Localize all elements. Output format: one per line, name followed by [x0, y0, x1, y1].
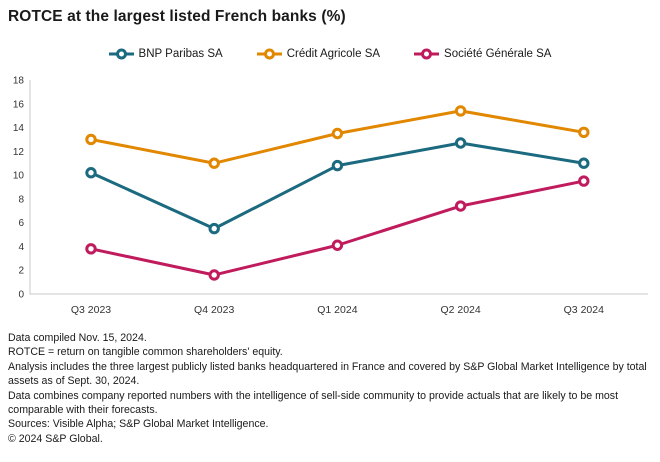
data-point-marker [85, 167, 97, 179]
data-point-marker [331, 127, 344, 140]
footnote-line: Sources: Visible Alpha; S&P Global Marke… [8, 418, 269, 431]
legend-label: Société Générale SA [444, 48, 552, 60]
data-point-marker [208, 222, 220, 235]
legend-marker-icon [256, 48, 282, 60]
data-point-marker [454, 137, 467, 149]
footnote-line: Analysis includes the three largest publ… [8, 360, 647, 388]
y-tick-label: 18 [13, 76, 25, 87]
x-tick-label: Q1 2024 [317, 304, 357, 316]
y-tick-label: 16 [13, 99, 25, 110]
data-point-marker [331, 159, 344, 172]
data-point-marker [331, 239, 344, 251]
footnote-line: Data combines company reported numbers w… [8, 389, 619, 417]
data-point-marker [454, 200, 467, 212]
legend-item: Crédit Agricole SA [256, 48, 381, 60]
x-tick-label: Q4 2023 [194, 304, 234, 316]
legend-item: Société Générale SA [414, 48, 551, 60]
axis-lines [29, 80, 648, 295]
y-tick-label: 10 [13, 171, 25, 182]
footnotes: Data compiled Nov. 15, 2024. ROTCE = retu… [8, 331, 654, 446]
data-point-marker [85, 243, 97, 255]
y-tick-label: 0 [18, 290, 24, 301]
series-line [89, 179, 586, 277]
x-tick-label: Q3 2023 [71, 304, 111, 316]
legend-marker-icon [108, 48, 134, 60]
y-tick-label: 12 [13, 147, 25, 158]
data-point-marker [578, 175, 590, 187]
series-line [89, 141, 586, 231]
legend-label: Crédit Agricole SA [286, 48, 381, 60]
footnote-line: ROTCE = return on tangible common shareh… [8, 346, 283, 359]
chart-area: 0 2 4 6 8 10 12 14 16 18 Q3 2023 Q4 2023 Q1 2024 Q2 2… [0, 70, 660, 325]
y-tick-label: 8 [18, 194, 24, 205]
data-point-marker [454, 105, 467, 117]
legend-label: BNP Paribas SA [138, 48, 223, 60]
y-tick-label: 4 [18, 242, 24, 253]
x-tick-label: Q2 2024 [440, 304, 480, 316]
x-tick-label: Q3 2024 [564, 304, 604, 316]
data-point-marker [578, 126, 590, 139]
data-point-marker [208, 269, 220, 281]
data-point-marker [208, 157, 220, 169]
y-tick-label: 6 [18, 218, 24, 229]
data-point-marker [85, 133, 97, 146]
footnote-line: Data compiled Nov. 15, 2024. [8, 332, 147, 344]
footnote-line: © 2024 S&P Global. [8, 432, 103, 445]
line-chart: 0 2 4 6 8 10 12 14 16 18 Q3 2023 Q4 2023 Q1 2024 Q2 2… [13, 76, 648, 316]
chart-legend: BNP Paribas SA Crédit Agricole SA Société … [0, 48, 660, 60]
chart-title: ROTCE at the largest listed French banks… [8, 8, 346, 25]
legend-marker-icon [414, 48, 440, 60]
legend-item: BNP Paribas SA [108, 48, 223, 60]
y-tick-label: 14 [13, 123, 25, 134]
y-tick-label: 2 [18, 266, 24, 277]
data-point-marker [578, 157, 590, 169]
